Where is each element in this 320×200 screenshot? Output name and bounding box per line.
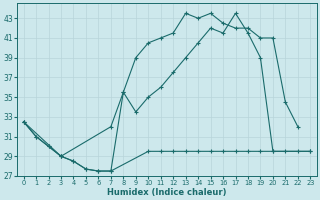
X-axis label: Humidex (Indice chaleur): Humidex (Indice chaleur) — [107, 188, 227, 197]
